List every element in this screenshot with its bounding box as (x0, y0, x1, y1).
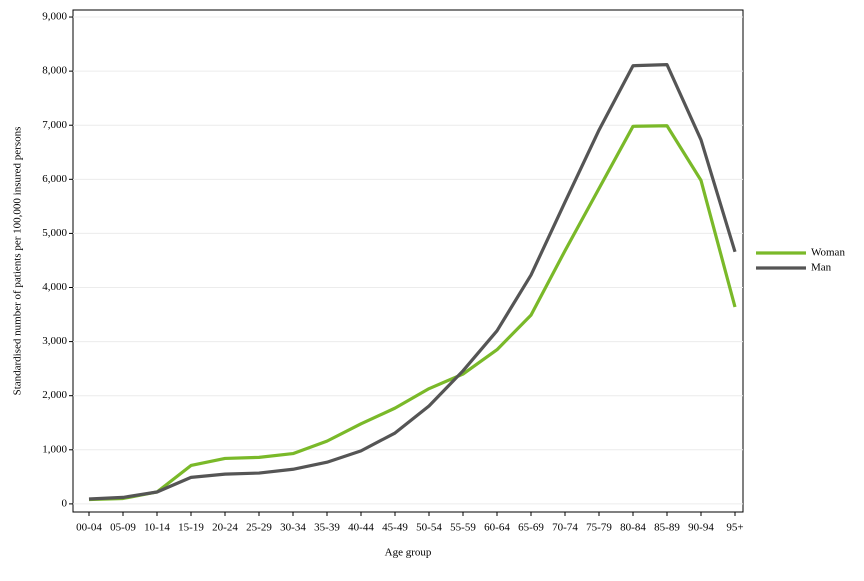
x-tick-label: 30-34 (280, 522, 306, 534)
y-tick-label: 1,000 (42, 443, 67, 455)
x-tick-label: 40-44 (348, 522, 374, 534)
x-tick-label: 95+ (726, 522, 743, 534)
x-tick-label: 80-84 (620, 522, 646, 534)
x-tick-label: 15-19 (178, 522, 204, 534)
legend-label: Woman (811, 247, 845, 259)
x-tick-label: 90-94 (688, 522, 714, 534)
x-axis-title: Age group (385, 547, 432, 559)
x-tick-label: 45-49 (382, 522, 408, 534)
x-tick-label: 70-74 (552, 522, 578, 534)
y-tick-label: 2,000 (42, 389, 67, 401)
y-tick-label: 9,000 (42, 11, 67, 23)
y-tick-label: 6,000 (42, 173, 67, 185)
x-tick-label: 60-64 (484, 522, 510, 534)
x-tick-label: 10-14 (144, 522, 170, 534)
x-tick-label: 75-79 (586, 522, 612, 534)
y-axis-title: Standardised number of patients per 100,… (12, 127, 24, 396)
x-tick-label: 65-69 (518, 522, 544, 534)
series-line (88, 63, 737, 501)
series-line (88, 124, 737, 502)
x-tick-label: 35-39 (314, 522, 340, 534)
x-tick-label: 05-09 (110, 522, 136, 534)
x-tick-label: 20-24 (212, 522, 238, 534)
x-tick-label: 55-59 (450, 522, 476, 534)
y-tick-label: 8,000 (42, 65, 67, 77)
plot-area (72, 9, 744, 513)
x-tick-label: 85-89 (654, 522, 680, 534)
y-tick-label: 0 (62, 497, 68, 509)
y-tick-label: 4,000 (42, 281, 67, 293)
legend-label: Man (811, 262, 832, 274)
x-tick-label: 25-29 (246, 522, 272, 534)
y-tick-label: 3,000 (42, 335, 67, 347)
x-tick-label: 50-54 (416, 522, 442, 534)
y-tick-label: 7,000 (42, 119, 67, 131)
x-tick-label: 00-04 (76, 522, 102, 534)
y-tick-label: 5,000 (42, 227, 67, 239)
